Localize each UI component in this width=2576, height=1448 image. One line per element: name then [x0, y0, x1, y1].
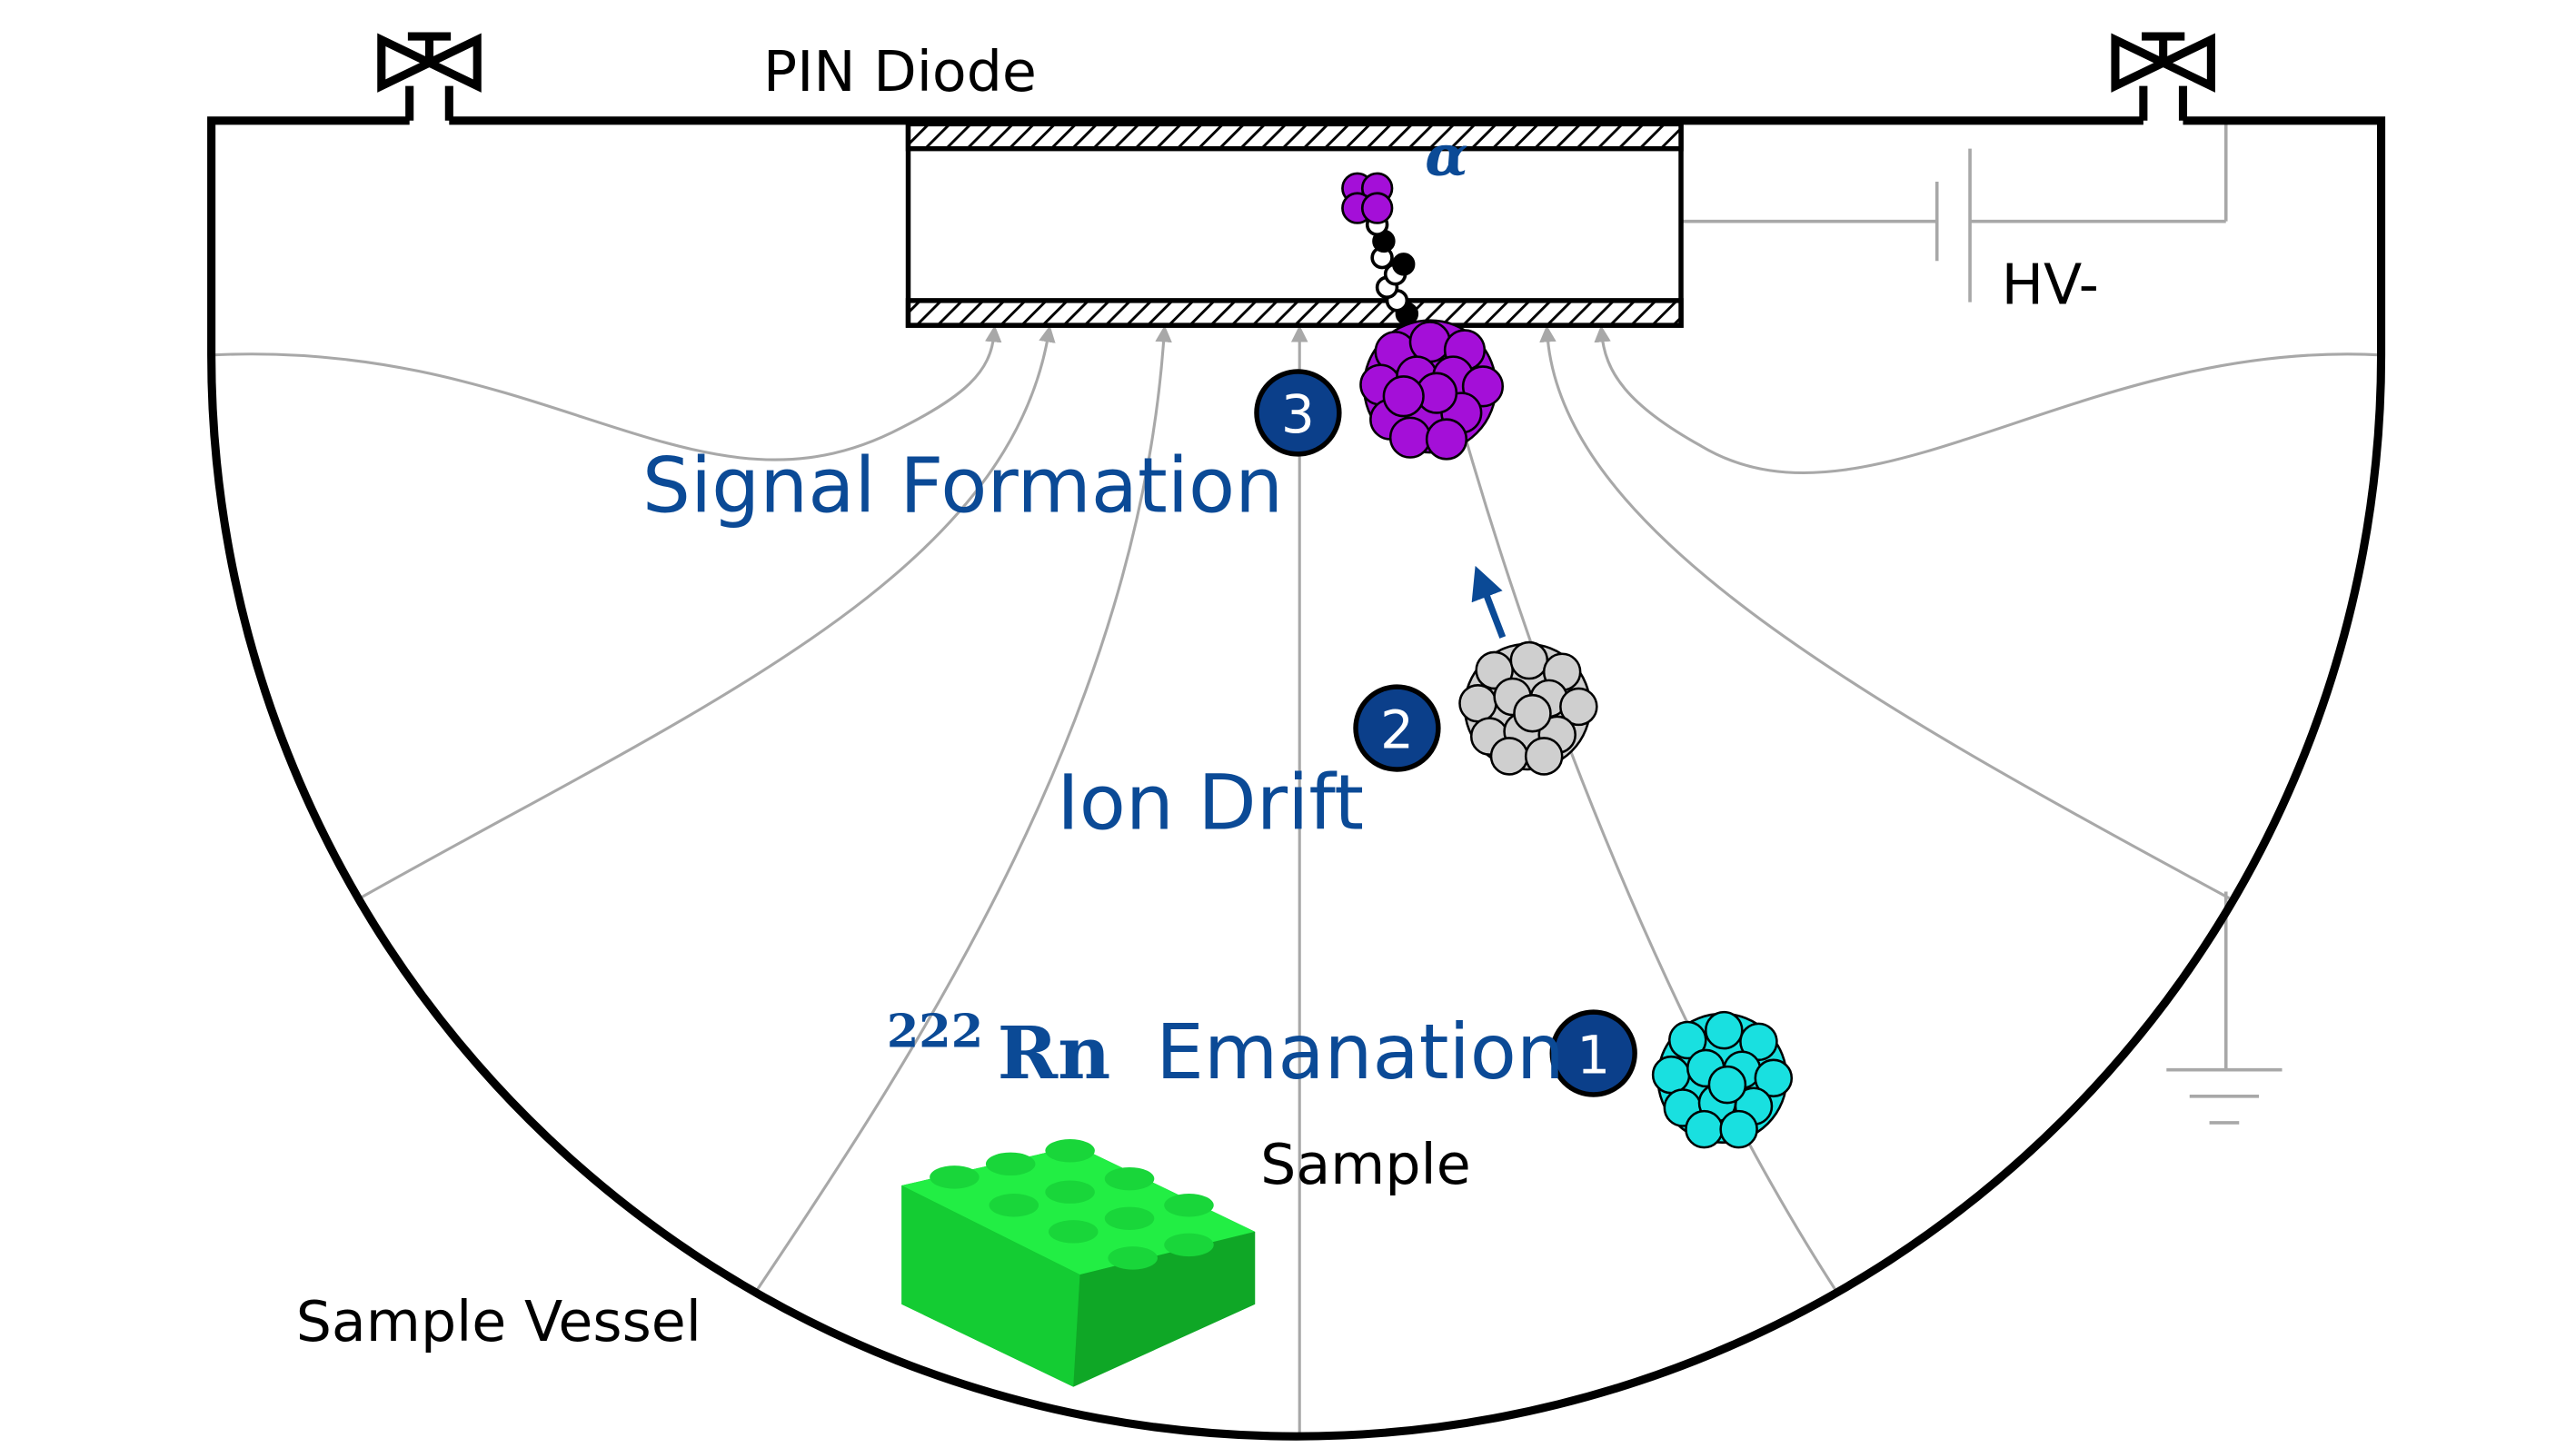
field-line	[1539, 324, 2231, 900]
field-line	[755, 324, 1172, 1293]
isotope-mass: 222	[887, 1003, 983, 1057]
ground-icon	[2166, 1067, 2283, 1125]
drift-arrow	[1471, 565, 1507, 639]
sample-vessel	[207, 116, 2386, 1441]
sample-brick	[901, 1139, 1256, 1387]
field-line	[211, 324, 1002, 461]
valve-icon	[2111, 32, 2215, 121]
alpha-track	[1365, 213, 1419, 326]
step-number: 1	[1576, 1024, 1610, 1086]
diode-top-electrode	[905, 121, 1684, 152]
alpha-label: α	[1425, 123, 1468, 189]
sample-label: Sample	[1260, 1132, 1471, 1197]
rn-emanation-label: 222 Rn Emanation	[887, 1003, 1565, 1096]
field-line	[1430, 325, 1838, 1293]
nucleus-cyan	[1651, 1010, 1794, 1149]
field-line	[359, 325, 1056, 900]
brick-studs	[930, 1139, 1214, 1270]
isotope-symbol: Rn	[998, 1010, 1111, 1096]
field-line	[1594, 324, 2382, 475]
nucleus-purple	[1359, 319, 1505, 461]
ion-drift-label: Ion Drift	[1057, 758, 1364, 847]
emanation-text: Emanation	[1156, 1007, 1565, 1096]
field-lines	[211, 324, 2382, 1433]
diode-bottom-electrode	[905, 298, 1684, 328]
pin-diode	[905, 121, 1684, 328]
valve-right[interactable]	[2111, 32, 2215, 121]
pin-diode-label: PIN Diode	[763, 39, 1037, 104]
valve-left[interactable]	[377, 32, 482, 121]
step-badge-2: 2	[1353, 684, 1441, 772]
step-badge-3: 3	[1254, 369, 1342, 457]
alpha-particle	[1341, 172, 1394, 224]
hv-label: HV-	[2002, 252, 2099, 317]
sample-vessel-label: Sample Vessel	[296, 1289, 701, 1354]
step-badge-1: 1	[1549, 1009, 1637, 1097]
valve-icon	[377, 32, 482, 121]
nucleus-gray	[1458, 640, 1598, 776]
step-number: 2	[1380, 699, 1414, 760]
signal-formation-label: Signal Formation	[642, 441, 1283, 530]
hv-circuit	[1681, 124, 2283, 1125]
step-number: 3	[1281, 383, 1315, 445]
